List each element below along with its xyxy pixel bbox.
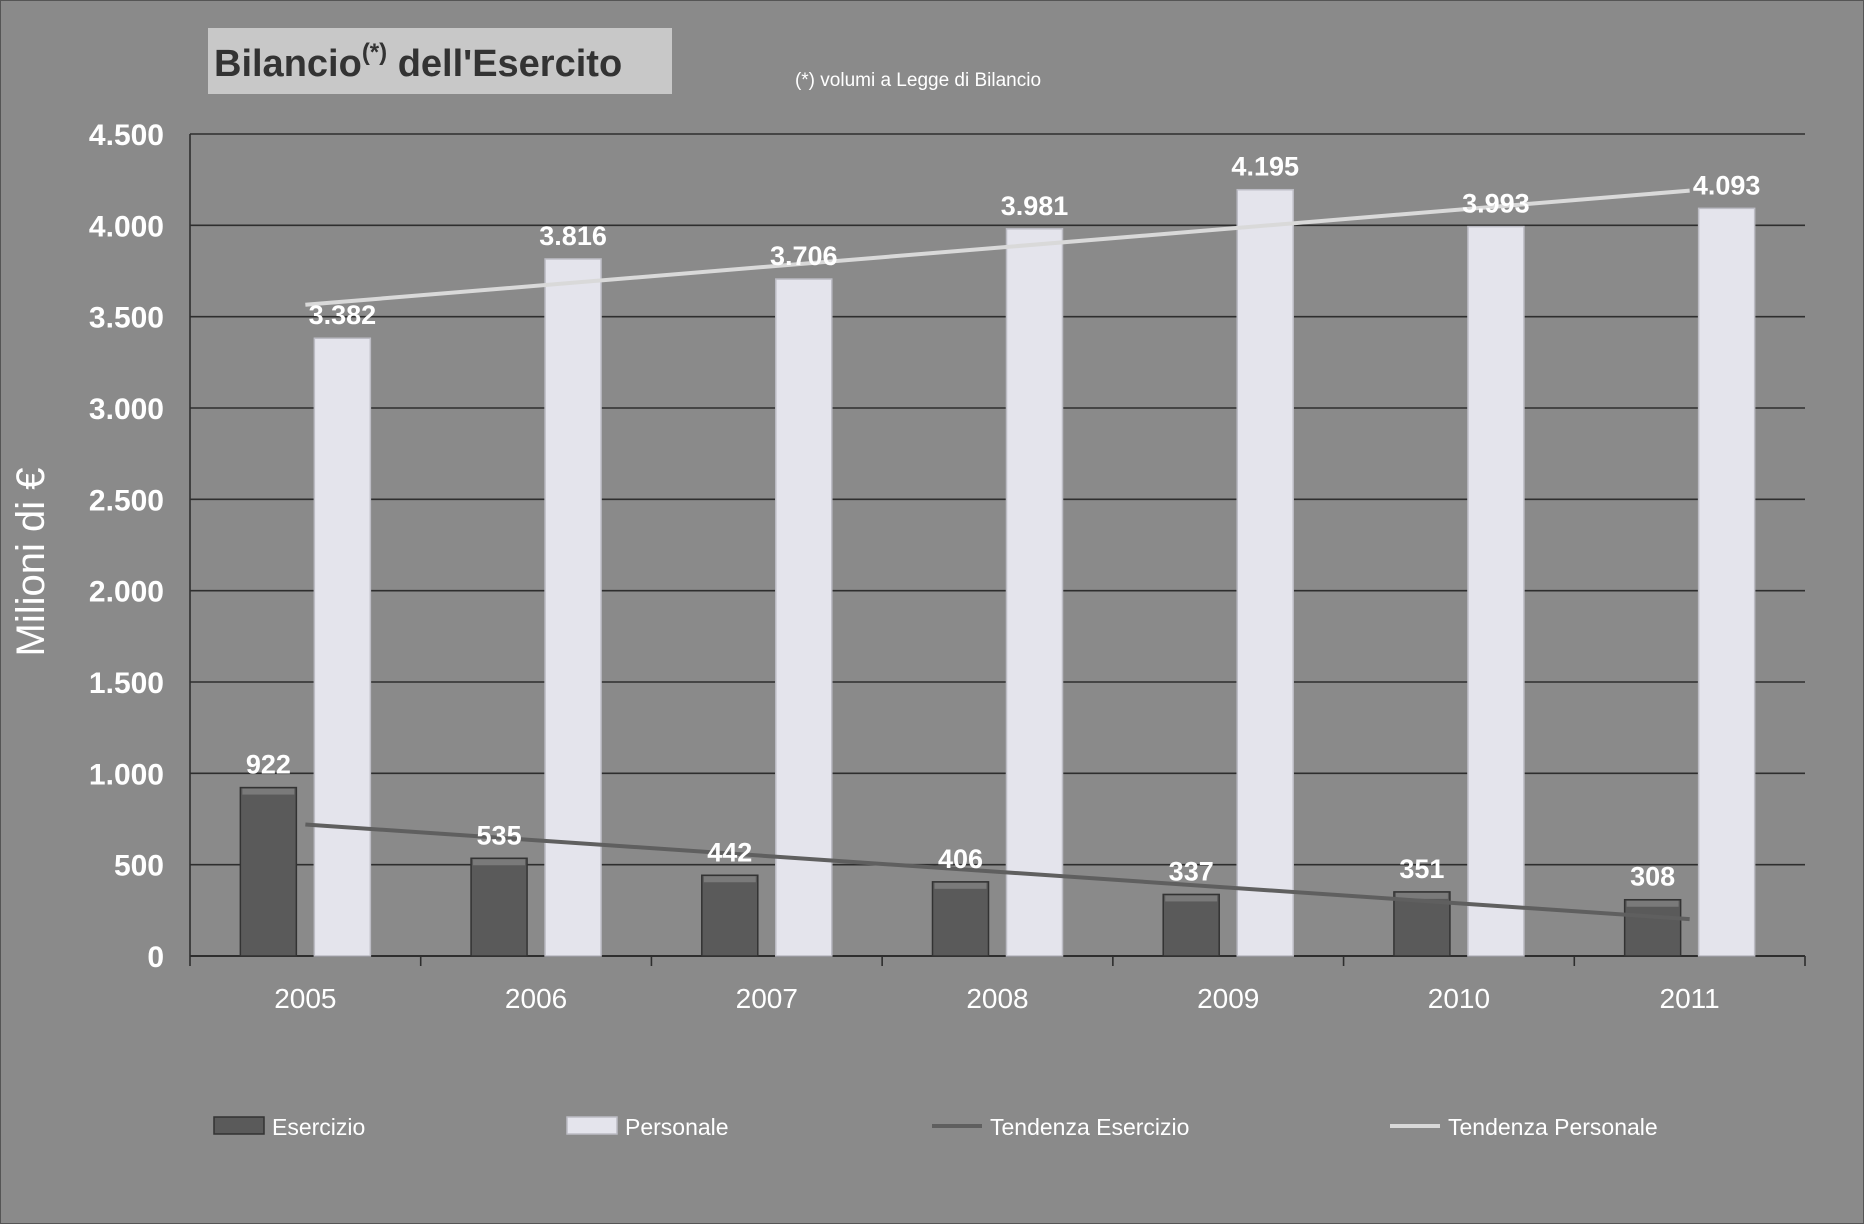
- bar-highlight: [1626, 900, 1679, 907]
- data-label: 442: [707, 837, 752, 867]
- data-label: 3.706: [770, 241, 838, 271]
- data-label: 3.981: [1001, 191, 1069, 221]
- bar-highlight: [1165, 895, 1218, 902]
- legend-swatch: [213, 1116, 265, 1135]
- y-tick-label: 3.000: [89, 393, 164, 426]
- bar-esercizio: [239, 786, 298, 957]
- y-tick-label: 500: [114, 850, 164, 883]
- legend-label: Tendenza Esercizio: [990, 1114, 1189, 1140]
- data-label: 337: [1169, 856, 1214, 886]
- data-label: 3.382: [309, 300, 377, 330]
- chart-title-rest: dell'Esercito: [387, 43, 622, 85]
- legend: Esercizio Personale Tendenza Esercizio Tend…: [213, 1114, 1658, 1140]
- x-tick-label: 2008: [966, 983, 1028, 1014]
- x-tick-label: 2005: [274, 983, 336, 1014]
- data-label: 922: [246, 750, 291, 780]
- bar-esercizio: [470, 857, 528, 957]
- bar-esercizio: [1623, 898, 1682, 957]
- legend-label: Esercizio: [272, 1114, 365, 1140]
- bar-personale: [1467, 225, 1525, 957]
- data-label: 406: [938, 844, 983, 874]
- legend-swatch: [566, 1116, 618, 1135]
- gridlines: [189, 133, 1806, 966]
- bar-personale: [1005, 228, 1064, 957]
- trendline-tendenza-esercizio: [305, 822, 1690, 922]
- trendline-tendenza-personale: [305, 188, 1690, 307]
- x-tick-label: 2011: [1660, 983, 1720, 1014]
- y-tick-label: 1.000: [89, 758, 164, 791]
- trendlines: [305, 188, 1690, 922]
- legend-label: Tendenza Personale: [1448, 1114, 1658, 1140]
- legend-label: Personale: [625, 1114, 729, 1140]
- bar-personale: [1236, 188, 1294, 957]
- y-tick-label: 4.500: [89, 119, 164, 152]
- bar-personale: [544, 258, 602, 957]
- x-tick-label: 2007: [736, 983, 798, 1014]
- bar-esercizio: [701, 874, 759, 957]
- bar-personale: [313, 337, 372, 957]
- data-label: 4.195: [1231, 152, 1299, 182]
- y-axis-label: Milioni di €: [9, 468, 53, 657]
- title-box: [208, 28, 672, 94]
- bar-personale: [1697, 207, 1756, 957]
- bar-highlight: [242, 788, 295, 795]
- data-label: 351: [1399, 854, 1444, 884]
- y-tick-label: 2.500: [89, 484, 164, 517]
- data-label: 4.093: [1693, 170, 1761, 200]
- data-label: 535: [477, 820, 522, 850]
- x-tick-labels: 2005 2006 2007 2008 2009 2010 2011: [274, 983, 1720, 1014]
- data-labels: 922 535 442 406 337 351 308 3.382 3.816 3.706 3.98…: [246, 152, 1761, 892]
- bar-highlight: [703, 876, 756, 883]
- y-tick-labels: 0 500 1.000 1.500 2.000 2.500 3.000 3.500 4.000 4…: [89, 119, 164, 974]
- y-tick-label: 3.500: [89, 302, 164, 335]
- bar-highlight: [473, 859, 526, 866]
- y-tick-label: 0: [147, 941, 164, 974]
- data-label: 3.993: [1462, 189, 1530, 219]
- y-tick-label: 1.500: [89, 667, 164, 700]
- bar-esercizio: [1162, 893, 1220, 957]
- y-tick-label: 2.000: [89, 576, 164, 609]
- x-tick-label: 2010: [1428, 983, 1490, 1014]
- x-tick-label: 2006: [505, 983, 567, 1014]
- bar-personale: [775, 278, 833, 957]
- x-tick-label: 2009: [1197, 983, 1259, 1014]
- bar-highlight: [934, 882, 987, 889]
- bar-highlight: [1395, 892, 1448, 899]
- chart-note: (*) volumi a Legge di Bilancio: [795, 70, 1041, 91]
- y-tick-label: 4.000: [89, 210, 164, 243]
- chart-title-sup: (*): [362, 39, 387, 66]
- data-label: 3.816: [539, 221, 607, 251]
- chart-title-main: Bilancio: [214, 43, 362, 85]
- chart-title: Bilancio(*) dell'Esercito: [214, 39, 622, 85]
- bars: [239, 188, 1756, 957]
- bar-esercizio: [931, 881, 990, 957]
- data-label: 308: [1630, 862, 1675, 892]
